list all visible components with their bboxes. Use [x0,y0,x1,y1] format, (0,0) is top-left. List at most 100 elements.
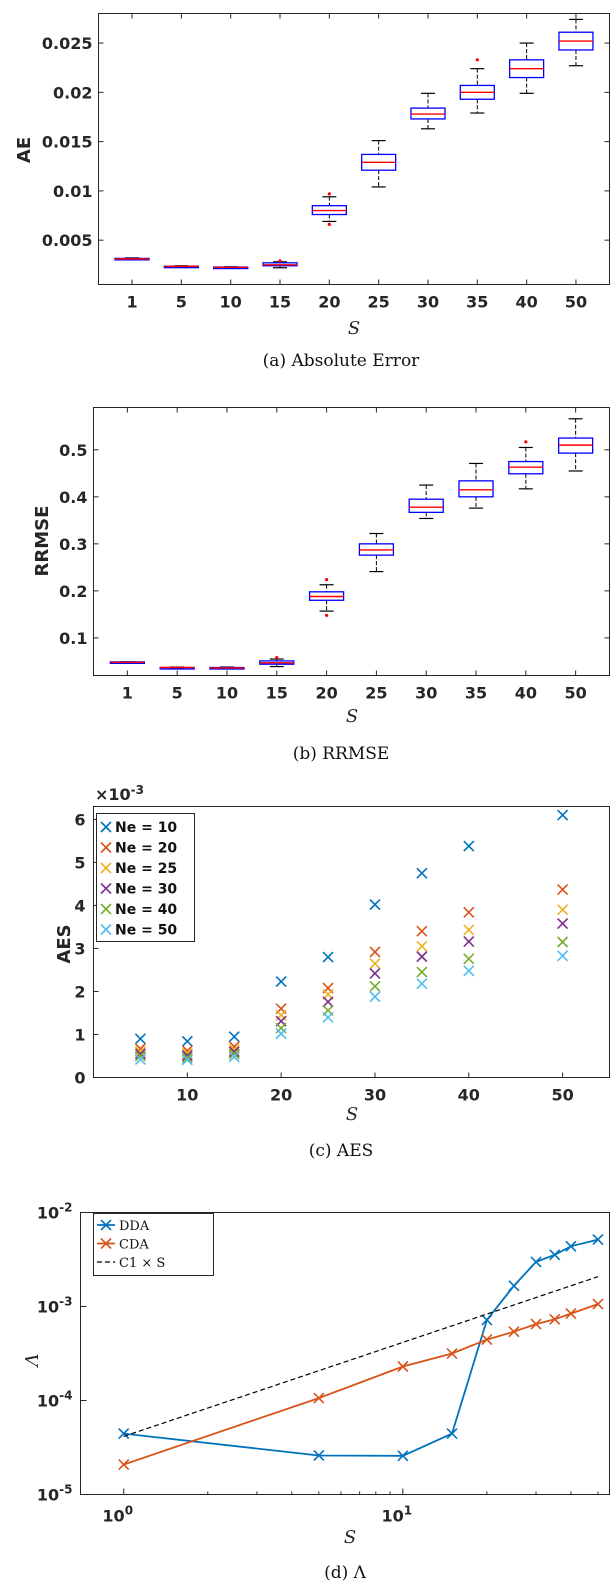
panel-d-point-stroke-2 [549,1313,561,1325]
panel-c-point [557,809,569,821]
panel-c-point [416,867,428,879]
panel-c-ytick-label: 1 [74,1025,85,1044]
panel-a-box-20 [311,192,347,226]
panel-d-point [481,1314,493,1326]
panel-b-ticks: 0.10.20.30.40.51 5 10 15 20 25 30 35 40 50 [59,407,610,703]
panel-b-xtick-label: 15 [266,684,288,703]
panel-d-point [565,1308,577,1320]
panel-b-boxes [109,418,594,670]
panel-a-boxes [114,18,594,270]
panel-d-point [508,1280,520,1292]
panel-c-point-stroke-2 [416,925,428,937]
panel-c-legend-label: Ne = 50 [115,923,177,939]
panel-c-point-stroke-2 [181,1052,193,1064]
panel-c-legend-marker-stroke-2 [100,862,112,874]
panel-d-x-axis-label: S [344,1527,356,1548]
panel-d-series-1 [118,1298,604,1471]
panel-c-point [557,917,569,930]
panel-d-legend: DDA CDA C1 × S [93,1213,214,1276]
panel-c-xtick-label: 40 [458,1086,480,1105]
panel-c-point-stroke-2 [322,951,334,963]
panel-c-point-stroke-2 [557,936,569,948]
panel-d-point-stroke-2 [565,1308,577,1320]
panel-c-point-stroke-2 [416,951,428,963]
panel-c-series-2 [134,904,569,1059]
panel-a-xtick-label: 20 [318,293,340,312]
panel-b-box-10 [209,666,245,670]
panel-b-xtick-label: 40 [515,684,537,703]
panel-b-outlier-point [524,440,528,444]
panel-c-ticks: 0 1 2 3 4 5 6 10 20 30 40 50 [74,810,573,1104]
panel-a-ytick-label: 0.025 [42,34,93,53]
panel-c-legend-marker-stroke-2 [100,841,112,854]
panel-c-point-stroke-2 [322,996,334,1008]
panel-c-point [275,1028,287,1040]
panel-d-point [481,1333,493,1346]
panel-d-point-stroke-2 [397,1450,409,1462]
panel-c-legend: Ne = 10 Ne = 20 Ne = 25 Ne = 30 Ne = 40 Ne = … [96,813,195,942]
panel-c-point-stroke-2 [275,1028,287,1040]
panel-b-outlier-point [324,613,329,617]
panel-d-point-stroke-2 [118,1427,130,1440]
panel-c-point-stroke-2 [416,966,428,978]
panel-c-point-stroke-2 [369,899,381,911]
panel-c-ytick-label: 0 [74,1069,85,1088]
panel-d-legend-label: C1 × S [119,1256,165,1271]
panel-d-ytick-base: 10 [37,1392,59,1411]
panel-d-point [530,1318,542,1330]
panel-a-caption: (a) Absolute Error [263,351,421,371]
panel-d-point [508,1326,520,1338]
panel-c-point-stroke-2 [228,1051,240,1063]
panel-d-point-stroke-2 [397,1360,409,1373]
panel-c-point [181,1052,193,1064]
panel-c-legend-marker [100,903,112,915]
panel-c-point-stroke-2 [369,967,381,979]
panel-b-box-rect [408,498,444,513]
panel-c-points [134,809,569,1066]
panel-b-xtick-label: 5 [172,684,183,703]
panel-a-xtick-label: 35 [466,293,488,312]
panel-c-point [134,1048,146,1060]
panel-c-xtick-label: 30 [364,1086,386,1105]
panel-c-legend-marker [100,882,112,895]
panel-d-xtick-base: 10 [382,1507,404,1526]
panel-c-ytick-label: 6 [74,810,85,829]
panel-d-point-stroke-2 [118,1459,130,1471]
panel-b-xtick-label: 30 [415,684,437,703]
panel-a-box-15 [262,259,298,269]
panel-b-box-35 [458,462,494,509]
panel-d-caption: (d) Λ [324,1563,367,1583]
panel-c-point-stroke-2 [463,840,475,852]
panel-a-box-30 [410,92,446,130]
panel-c-point [463,840,475,852]
panel-b-rrmse: 0.10.20.30.40.51 5 10 15 20 25 30 35 40 50 RRMSE … [32,407,610,764]
panel-c-legend-marker [100,862,112,874]
panel-a-outlier-point [327,192,331,196]
panel-a-box-35 [459,58,495,114]
panel-a-xtick-label: 50 [565,293,587,312]
panel-c-point [228,1031,240,1043]
panel-d-point-stroke-2 [508,1280,520,1292]
panel-c-point [463,936,475,948]
panel-a-box-25 [361,140,397,188]
panel-d-point [565,1240,577,1252]
panel-c-xtick-label: 50 [551,1086,573,1105]
panel-d-point-stroke-2 [508,1326,520,1338]
panel-c-point [463,924,475,936]
panel-c-ytick-label: 2 [74,982,85,1001]
panel-c-axes-box [93,806,610,1078]
panel-a-ytick-label: 0.005 [42,231,93,250]
panel-a-box-40 [508,42,545,94]
panel-c-multiplier: ×10-3 [95,783,144,804]
panel-c-point [416,940,428,952]
panel-c-ytick-label: 4 [74,896,85,915]
panel-a-xtick-label: 25 [368,293,390,312]
panel-c-point [369,991,381,1003]
panel-c-point [228,1051,240,1063]
panel-a-x-axis-label: S [348,318,360,339]
panel-b-xtick-label: 10 [216,684,238,703]
panel-d-point-stroke-2 [446,1427,458,1440]
panel-d-point-stroke-2 [530,1318,542,1330]
panel-c-point-stroke-2 [557,809,569,821]
